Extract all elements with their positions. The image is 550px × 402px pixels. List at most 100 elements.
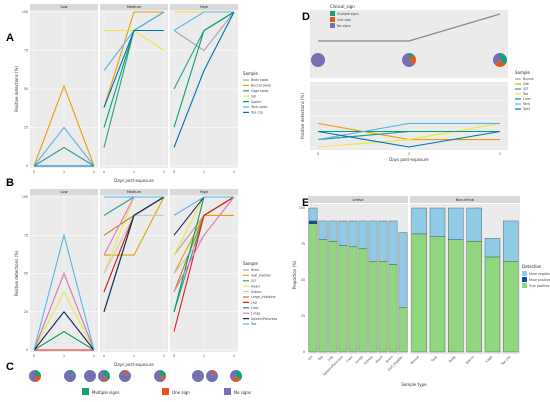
y-axis-label: Proportion (%) [292,260,297,289]
facet-strip [170,4,238,10]
y-axis-label: Positive detections (%) [14,66,19,112]
legend-label: Cage swab [251,89,268,93]
bar-true-positive [348,246,358,353]
facet-strip [30,4,98,10]
x-axis-label: Days post-exposure [114,362,154,367]
bar-true-positive [448,239,464,353]
pie-slice [153,370,165,383]
facet-label: High [200,190,208,194]
bar-false-negative [448,207,464,240]
legend-swatch [162,388,169,395]
x-tick-label: 1 [203,354,205,358]
legend-label: Leg [251,301,257,305]
pie-slice [125,370,130,376]
bar-false-negative [388,220,398,265]
x-tick-label: Cage [485,355,494,364]
series-line [33,330,95,351]
series-line [173,196,235,293]
facet-strip [410,196,520,203]
x-tick-label: 1 [408,152,410,156]
legend-label: Multiple signs [337,12,359,16]
series-line [317,122,501,148]
x-tick-label: Heart [375,354,385,364]
x-tick-label: Kidney [363,355,374,366]
pie-slice [104,376,109,382]
legend-label: GIT [523,87,528,91]
bar-true-positive [466,240,482,353]
legend-swatch [330,17,335,22]
legend-swatch [330,23,335,28]
series-line [173,11,235,52]
series-line [103,11,164,108]
chart-A: Positive detections (%) Days post-exposur… [14,4,271,183]
pie-slice [160,376,166,381]
y-tick-label: 50 [24,87,28,91]
legend-label: Heart [251,284,261,288]
series-line [103,196,165,312]
series-line [173,11,235,148]
bar-false-negative [484,238,501,258]
facet-strip [100,189,168,195]
legend-swatch [330,11,335,16]
series-line [173,196,235,332]
top-line [318,13,501,42]
y-tick-label: 75 [24,233,28,237]
bar-true-positive [358,248,368,353]
x-tick-label: 1 [133,170,135,174]
legend-label: Tank swab [250,105,268,109]
pie-slice [236,370,242,381]
x-tick-label: 2 [163,170,165,174]
pie-slice [494,60,505,67]
legend-title: Sample [515,70,531,75]
x-tick-label: Toe [316,355,323,362]
pie-slice [493,53,500,65]
series-line [33,271,95,351]
pie-slice [311,53,325,67]
pie-slice [98,370,104,382]
x-tick-label: Buccal [410,355,420,365]
x-tick-label: 2 [93,354,95,358]
x-tick-label: 0 [103,354,105,358]
pie-slice [409,54,417,65]
bar-true-positive [503,261,519,353]
x-tick-label: Tank [430,355,439,364]
legend-label: No signs [337,24,351,28]
x-tick-label: Lungs [354,355,364,365]
legend-label: Tank [522,102,530,106]
legend-title: Clinical_sign [330,4,355,9]
y-tick-label: 0 [26,348,28,352]
bar-true-positive [388,264,398,353]
legend-swatch [522,271,527,276]
x-tick-label: 0 [173,170,175,174]
legend-label: Gall [523,82,529,86]
x-tick-label: Toe clip [500,355,512,367]
y-tick-label: 50 [301,278,305,282]
y-tick-label: 25 [301,314,305,318]
legend-swatch [224,388,231,395]
legend-label: False positive [529,278,550,282]
pie-slice [35,376,41,382]
x-tick-label: 0 [103,170,105,174]
facet-label: Low [60,190,67,194]
pie-slice [64,370,77,382]
bar-false-negative [338,220,348,246]
legend-label: Brain [251,268,259,272]
x-tick-label: 2 [93,170,95,174]
y-tick-label: 25 [24,310,28,314]
x-tick-label: 1 [203,170,205,174]
legend-swatch [522,283,527,288]
bar-true-positive [308,223,318,353]
pie-slice [160,370,166,376]
facet-label: Low [60,5,67,9]
legend-title: Sample [243,261,259,266]
panel-label-c: C [6,361,14,373]
panel-label-e: E [302,197,309,209]
x-tick-label: 2 [233,170,235,174]
facet-label: Lethal [352,198,363,202]
legend-label: False negative [529,272,550,276]
legend-label: Lungs [251,311,261,315]
x-tick-label: 2 [499,152,501,156]
legend-label: Gill [251,94,256,98]
facet-background [410,204,520,354]
pie-slice [402,53,415,67]
